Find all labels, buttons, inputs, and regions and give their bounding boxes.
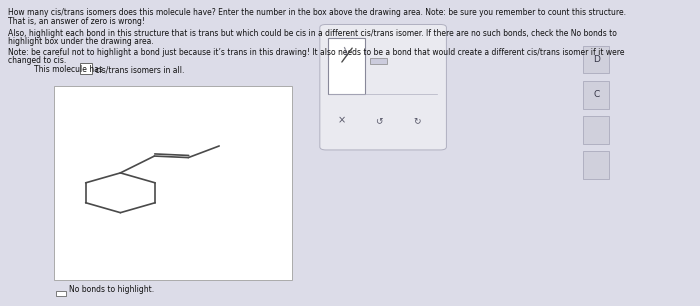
Text: C: C xyxy=(594,90,600,99)
Text: That is, an answer of zero is wrong!: That is, an answer of zero is wrong! xyxy=(8,17,145,26)
Text: No bonds to highlight.: No bonds to highlight. xyxy=(69,285,154,294)
Text: cis/trans isomers in all.: cis/trans isomers in all. xyxy=(93,65,185,74)
FancyBboxPatch shape xyxy=(584,81,610,109)
Text: changed to cis.: changed to cis. xyxy=(8,56,66,65)
Text: ×: × xyxy=(337,116,346,126)
FancyBboxPatch shape xyxy=(584,151,610,179)
FancyBboxPatch shape xyxy=(55,86,292,280)
Text: highlight box under the drawing area.: highlight box under the drawing area. xyxy=(8,37,154,46)
Text: /: / xyxy=(342,47,350,57)
Text: This molecule has: This molecule has xyxy=(34,65,105,74)
FancyBboxPatch shape xyxy=(80,63,92,74)
Text: Note: be careful not to highlight a bond just because it’s trans in this drawing: Note: be careful not to highlight a bond… xyxy=(8,48,624,57)
Text: D: D xyxy=(593,55,600,64)
Text: ↺: ↺ xyxy=(374,116,382,125)
FancyBboxPatch shape xyxy=(370,58,387,64)
FancyBboxPatch shape xyxy=(328,38,365,94)
Text: Also, highlight each bond in this structure that is trans but which could be cis: Also, highlight each bond in this struct… xyxy=(8,29,617,38)
Text: ↻: ↻ xyxy=(414,116,421,125)
FancyBboxPatch shape xyxy=(584,46,610,73)
FancyBboxPatch shape xyxy=(584,116,610,144)
Text: How many cis/trans isomers does this molecule have? Enter the number in the box : How many cis/trans isomers does this mol… xyxy=(8,8,626,17)
FancyBboxPatch shape xyxy=(320,24,447,150)
FancyBboxPatch shape xyxy=(56,292,66,296)
